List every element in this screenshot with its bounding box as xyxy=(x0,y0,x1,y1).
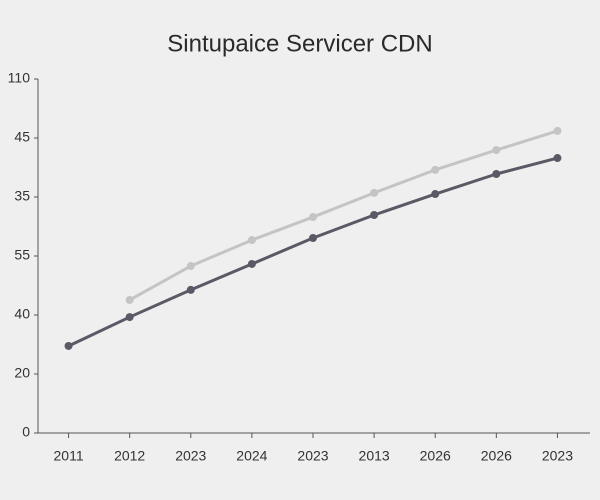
data-point xyxy=(125,313,134,322)
data-point xyxy=(247,236,256,245)
x-tick-label: 2024 xyxy=(236,448,267,464)
x-tick-label: 2023 xyxy=(297,448,328,464)
data-point xyxy=(553,154,562,163)
chart-title: Sintupaice Servicer CDN xyxy=(167,30,432,57)
x-tick-label: 2012 xyxy=(114,448,145,464)
y-tick-label: 0 xyxy=(22,424,30,440)
data-point xyxy=(309,213,317,222)
x-tick-label: 2023 xyxy=(175,448,206,464)
y-tick-label: 45 xyxy=(14,129,30,145)
y-tick-label: 35 xyxy=(14,188,30,204)
data-point xyxy=(309,234,317,243)
x-tick-label: 2026 xyxy=(420,448,451,464)
data-point xyxy=(492,169,501,178)
data-point xyxy=(370,188,379,197)
data-point xyxy=(64,341,73,350)
data-point xyxy=(431,190,440,199)
y-tick-label: 40 xyxy=(14,306,30,322)
y-tick-label: 20 xyxy=(14,365,30,381)
y-tick-label: 110 xyxy=(8,70,31,86)
data-point xyxy=(553,126,562,135)
x-tick-label: 2026 xyxy=(481,448,512,464)
data-point xyxy=(492,146,501,155)
y-tick-label: 55 xyxy=(14,247,30,263)
x-tick-label: 2013 xyxy=(359,448,390,464)
series-line xyxy=(128,129,558,302)
data-point xyxy=(186,285,195,294)
x-tick-label: 2011 xyxy=(54,448,84,464)
data-point xyxy=(125,295,134,304)
x-tick-label: 2023 xyxy=(542,448,573,464)
data-point xyxy=(186,262,195,271)
data-point xyxy=(431,165,440,174)
data-point xyxy=(247,259,256,268)
data-point xyxy=(370,210,379,219)
